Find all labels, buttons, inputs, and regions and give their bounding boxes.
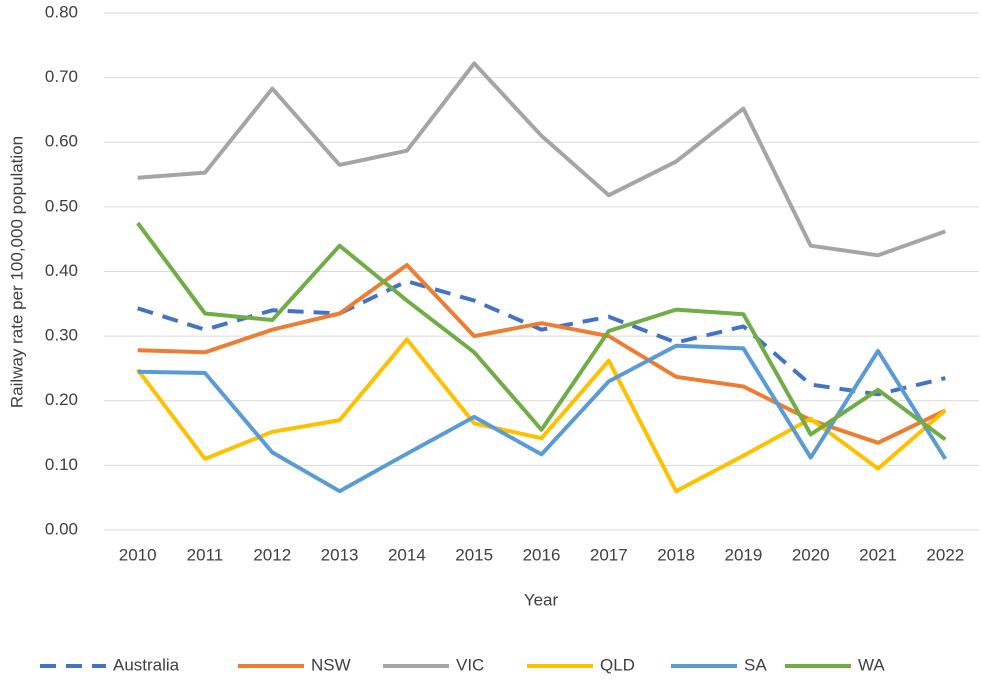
y-tick-label: 0.10 [45,455,78,474]
x-tick-label: 2013 [321,545,359,564]
x-axis-title: Year [524,590,559,609]
series-line [137,343,947,494]
y-tick-label: 0.60 [45,132,78,151]
legend-label: SA [744,655,767,674]
y-tick-label: 0.40 [45,261,78,280]
legend-label: VIC [456,655,484,674]
legend-label: QLD [600,655,635,674]
y-tick-label: 0.70 [45,67,78,86]
legend-label: WA [858,655,885,674]
x-tick-label: 2014 [388,545,426,564]
x-tick-label: 2016 [523,545,561,564]
x-tick-label: 2018 [657,545,695,564]
x-tick-label: 2012 [253,545,291,564]
x-tick-label: 2015 [455,545,493,564]
series-line [136,221,947,442]
series-line [137,263,947,445]
y-tick-label: 0.50 [45,196,78,215]
legend-label: Australia [113,655,180,674]
x-tick-label: 2021 [859,545,897,564]
y-tick-label: 0.20 [45,390,78,409]
x-tick-label: 2011 [187,545,224,564]
y-tick-label: 0.30 [45,326,78,345]
x-tick-label: 2019 [725,545,763,564]
y-tick-label: 0.00 [45,519,78,538]
series-line [136,337,947,494]
x-tick-label: 2010 [119,545,157,564]
y-tick-label: 0.80 [45,2,78,21]
x-tick-label: 2022 [926,545,964,564]
series-line [137,61,946,258]
x-tick-label: 2017 [590,545,628,564]
y-axis-title: Railway rate per 100,000 population [7,136,26,408]
series-line [137,279,946,397]
x-tick-label: 2020 [792,545,830,564]
legend-label: NSW [311,655,351,674]
